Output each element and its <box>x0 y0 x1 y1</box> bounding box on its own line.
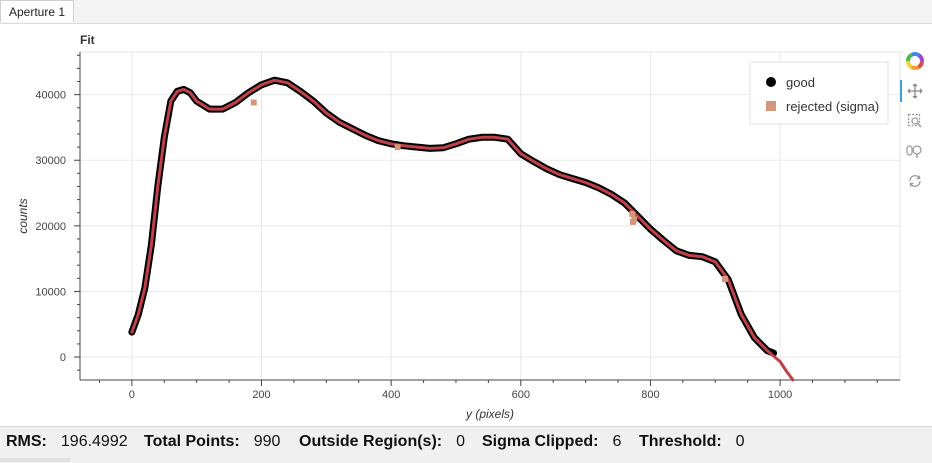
reset-icon <box>909 175 921 187</box>
wheel-zoom-icon <box>906 145 922 158</box>
sigma-clipped-stat: Sigma Clipped: 6 <box>482 432 621 452</box>
threshold-label: Threshold: <box>639 433 722 450</box>
outside-regions-value: 0 <box>456 433 466 450</box>
x-tick-label: 600 <box>512 389 530 401</box>
x-tick-label: 400 <box>382 389 400 401</box>
status-bar: RMS: 196.4992 Total Points: 990 Outside Re… <box>0 426 932 463</box>
rms-stat: RMS: 196.4992 <box>6 432 128 452</box>
tab-bar: Aperture 1 <box>0 0 932 24</box>
y-tick-label: 10000 <box>35 286 66 298</box>
x-tick-label: 0 <box>129 389 135 401</box>
outside-regions-label: Outside Region(s): <box>299 433 443 450</box>
rejected-point <box>721 275 728 282</box>
reset-tool-button[interactable] <box>904 170 926 192</box>
active-tool-indicator <box>900 80 902 102</box>
pan-tool-button[interactable] <box>904 80 926 102</box>
x-axis-label: y (pixels) <box>465 407 514 421</box>
bottom-tab-strip <box>0 458 70 462</box>
outside-regions-stat: Outside Region(s): 0 <box>299 432 465 452</box>
sigma-clipped-value: 6 <box>612 433 622 450</box>
x-tick-label: 800 <box>641 389 659 401</box>
rejected-point <box>394 144 401 151</box>
box-zoom-icon <box>907 113 922 128</box>
rejected-point <box>629 211 636 218</box>
rejected-point <box>631 216 638 223</box>
tab-aperture-1[interactable]: Aperture 1 <box>0 0 75 22</box>
y-axis-label: counts <box>16 198 30 233</box>
legend-good-marker <box>766 77 776 87</box>
y-tick-label: 0 <box>60 352 66 364</box>
rms-label: RMS: <box>6 433 47 450</box>
x-tick-label: 1000 <box>768 389 792 401</box>
rejected-point <box>250 99 257 106</box>
y-tick-label: 30000 <box>35 155 66 167</box>
bokeh-logo-button[interactable] <box>904 50 926 72</box>
box-zoom-tool-button[interactable] <box>904 110 926 132</box>
total-points-value: 990 <box>253 433 281 450</box>
threshold-value: 0 <box>735 433 745 450</box>
legend-rejected-marker <box>766 101 776 111</box>
total-points-stat: Total Points: 990 <box>144 432 280 452</box>
plot-toolbar <box>900 48 932 198</box>
threshold-stat: Threshold: 0 <box>639 432 745 452</box>
plot-title: Fit <box>80 33 95 47</box>
fit-plot[interactable]: Fit 0 200 400 600 800 10000100002000030000400… <box>0 24 932 424</box>
sigma-clipped-label: Sigma Clipped: <box>482 433 599 450</box>
total-points-label: Total Points: <box>144 433 240 450</box>
rejected-points-layer <box>250 99 728 282</box>
bokeh-logo-icon <box>906 52 924 70</box>
y-tick-label: 40000 <box>35 90 66 102</box>
legend: good rejected (sigma) <box>749 61 889 125</box>
pan-icon <box>907 83 923 99</box>
rms-value: 196.4992 <box>60 433 128 450</box>
fit-line-layer <box>130 78 795 382</box>
legend-good-label: good <box>786 75 815 90</box>
legend-rejected-label: rejected (sigma) <box>786 99 879 114</box>
x-tick-label: 200 <box>252 389 270 401</box>
fit-line <box>130 78 795 382</box>
legend-box <box>749 61 889 125</box>
y-tick-label: 20000 <box>35 221 66 233</box>
wheel-zoom-tool-button[interactable] <box>904 140 926 162</box>
